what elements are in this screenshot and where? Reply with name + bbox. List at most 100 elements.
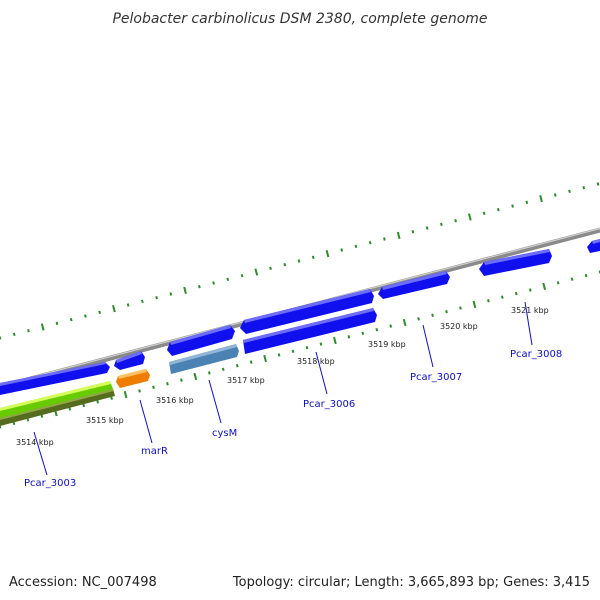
minor-tick [525,200,529,205]
minor-tick [12,332,16,337]
gene-label[interactable]: marR [141,446,168,457]
minor-tick [354,244,358,249]
minor-tick [500,295,504,299]
minor-tick [340,248,344,252]
minor-tick [582,185,586,190]
minor-tick [417,317,420,321]
kbp-tick-label: 3515 kbp [86,416,124,425]
major-tick [396,231,401,239]
minor-tick [141,299,144,304]
accession-text: Accession: NC_007498 [9,575,157,590]
gene-feature[interactable] [169,344,239,374]
minor-tick [291,349,295,354]
minor-tick [411,229,415,234]
kbp-tick-label: 3516 kbp [156,396,194,405]
minor-tick [389,324,393,328]
minor-tick [152,385,155,390]
gene-feature[interactable] [167,325,235,356]
minor-tick [283,262,287,267]
major-tick [333,336,337,345]
gene-feature[interactable] [243,308,377,354]
gene-feature[interactable] [479,249,552,276]
minor-tick [249,360,253,364]
minor-tick [235,364,239,368]
major-tick [40,323,45,331]
minor-tick [96,400,100,404]
minor-tick [155,295,158,300]
minor-tick [169,292,173,296]
minor-tick [482,211,486,216]
minor-tick [69,317,73,322]
outer-tick-track [0,182,600,340]
major-tick [402,318,407,327]
minor-tick [180,378,183,382]
gene-label[interactable]: Pcar_3008 [510,349,562,360]
kbp-tick-label: 3520 kbp [440,322,478,331]
minor-tick [84,314,87,318]
major-tick [183,286,187,294]
gene-feature[interactable] [0,362,110,395]
gene-feature[interactable] [587,239,600,253]
major-tick [542,282,547,291]
minor-tick [166,382,169,386]
minor-tick [570,277,574,281]
minor-tick [425,226,429,230]
gene-label[interactable]: cysM [212,428,237,439]
gene-label[interactable]: Pcar_3006 [303,399,355,410]
minor-tick [82,403,86,408]
kbp-tick-label: 3517 kbp [227,376,265,385]
major-tick [325,250,330,258]
minor-tick [98,310,102,315]
gene-feature[interactable] [116,369,150,388]
major-tick [472,300,477,309]
minor-tick [511,204,514,208]
minor-tick [454,218,457,223]
minor-tick [68,407,72,411]
major-tick [193,372,198,381]
minor-tick [297,259,301,263]
minor-tick [197,284,201,289]
gene-feature[interactable] [114,351,145,370]
kbp-tick-label: 3514 kbp [16,438,54,447]
minor-tick [311,255,315,260]
minor-tick [240,273,244,278]
topology-text: Topology: circular; Length: 3,665,893 bp… [232,575,590,590]
minor-tick [305,345,309,350]
minor-tick [445,309,448,314]
minor-tick [226,277,230,282]
minor-tick [269,266,272,271]
minor-tick [596,182,600,186]
minor-tick [40,414,44,418]
major-tick [468,213,472,221]
map-title: Pelobacter carbinolicus DSM 2380, comple… [112,11,487,27]
kbp-tick-label: 3518 kbp [297,357,335,366]
minor-tick [55,321,59,326]
minor-tick [556,281,560,285]
minor-tick [375,327,379,332]
inner-tick-track [0,270,600,429]
gene-label[interactable]: Pcar_3007 [410,372,462,383]
minor-tick [26,418,30,422]
gene-feature[interactable] [0,381,113,418]
minor-tick [126,303,130,307]
major-tick [112,305,116,313]
gene-label[interactable]: Pcar_3003 [24,478,76,489]
minor-tick [568,189,571,194]
gene-feature[interactable] [240,289,374,334]
minor-tick [27,328,30,333]
minor-tick [487,299,490,303]
minor-tick [207,371,211,375]
minor-tick [212,281,215,285]
minor-tick [383,237,386,241]
minor-tick [110,396,113,400]
minor-tick [528,288,532,292]
minor-tick [319,342,323,346]
gene-feature[interactable] [378,271,450,299]
kbp-tick-label: 3519 kbp [368,340,406,349]
minor-tick [440,222,443,227]
kbp-tick-label: 3521 kbp [511,306,549,315]
minor-tick [584,273,588,278]
minor-tick [459,306,462,310]
gene-feature[interactable] [0,389,115,426]
